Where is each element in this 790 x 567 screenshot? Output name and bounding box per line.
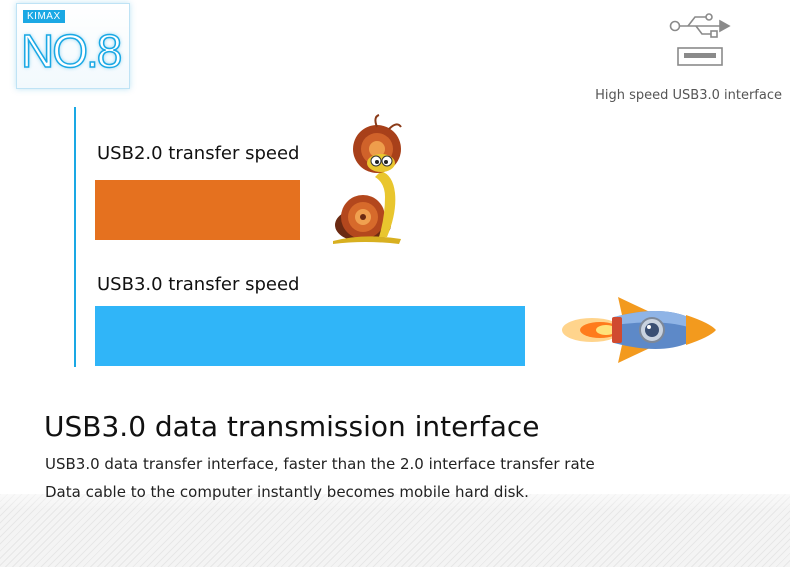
feature-number: NO.8 [20,25,123,77]
chart-axis-line [74,107,76,367]
rocket-icon [560,295,720,371]
feature-description-line: Data cable to the computer instantly bec… [45,483,529,501]
feature-title: USB3.0 data transmission interface [44,410,540,443]
usb-icon [668,10,732,74]
usb3-speed-label: USB3.0 transfer speed [97,274,300,295]
snail-icon [325,113,415,252]
usb2-speed-bar [95,180,300,240]
brand-label: KIMAX [23,10,65,23]
usb2-speed-label: USB2.0 transfer speed [97,143,300,164]
feature-number-badge: KIMAX NO.8 [16,3,130,89]
background-fade [0,480,790,510]
feature-description-line: USB3.0 data transfer interface, faster t… [45,455,595,473]
usb-caption: High speed USB3.0 interface [595,88,782,103]
usb3-speed-bar [95,306,525,366]
